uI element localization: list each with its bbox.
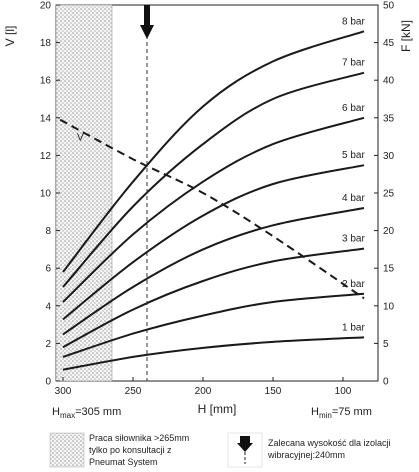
legend-arrow-line-2: wibracyjnej:240mm xyxy=(267,450,345,460)
h-max-label: Hmax=305 mm xyxy=(52,406,121,420)
y-right-tick-label: 30 xyxy=(383,151,395,162)
y-left-tick-label: 12 xyxy=(40,151,52,162)
force-curve-3-bar xyxy=(62,247,365,349)
force-curve-5-bar xyxy=(62,164,365,321)
force-curve-8-bar xyxy=(62,30,365,273)
legend-hatched-line-3: Pneumat System xyxy=(89,457,158,467)
legend-hatched-line-2: tylko po konsultacji z xyxy=(89,445,172,455)
y-right-tick-label: 15 xyxy=(383,264,395,275)
force-curve-4-bar xyxy=(62,207,365,336)
force-curve-label: 7 bar xyxy=(342,58,365,69)
legend-hatched-swatch xyxy=(49,432,85,468)
y-right-tick-label: 10 xyxy=(383,301,395,312)
y-right-tick-label: 40 xyxy=(383,76,395,87)
x-tick-label: 100 xyxy=(335,386,352,397)
force-curve-6-bar xyxy=(62,116,365,303)
force-curve-label: 5 bar xyxy=(342,150,365,161)
volume-dashed-curve xyxy=(59,118,365,300)
y-left-axis-label: V [l] xyxy=(3,26,17,47)
legend-arrow-icon xyxy=(237,436,253,452)
y-left-tick-label: 6 xyxy=(45,264,51,275)
volume-curve-label: V xyxy=(77,132,84,143)
volume-curve: V xyxy=(59,118,365,300)
x-tick-label: 200 xyxy=(195,386,212,397)
legend-arrow-box xyxy=(227,432,263,468)
force-curve-7-bar xyxy=(62,71,365,288)
recommended-height-arrow-icon xyxy=(140,5,154,39)
y-right-tick-label: 35 xyxy=(383,113,395,124)
y-left-tick-label: 4 xyxy=(45,301,51,312)
y-left-tick-label: 18 xyxy=(40,38,52,49)
y-right-tick-label: 5 xyxy=(383,339,389,350)
force-curves xyxy=(62,30,365,371)
y-left-tick-label: 0 xyxy=(45,377,51,388)
force-curve-label: 6 bar xyxy=(342,103,365,114)
curve-labels: 1 bar 2 bar 3 bar 4 bar 5 bar 6 bar 7 bar 8 bar xyxy=(342,16,365,333)
force-curve-label: 2 bar xyxy=(342,279,365,290)
y-right-tick-label: 45 xyxy=(383,38,395,49)
force-curve-label: 4 bar xyxy=(342,193,365,204)
x-axis-label: H [mm] xyxy=(198,402,237,416)
h-min-label: Hmin=75 mm xyxy=(311,406,372,420)
y-left-tick-label: 10 xyxy=(40,189,52,200)
y-left-tick-label: 16 xyxy=(40,76,52,87)
y-left-tick-label: 8 xyxy=(45,226,51,237)
left-axis-ticks: 0 2 4 6 8 10 12 14 16 18 20 xyxy=(40,1,60,388)
force-curve-label: 3 bar xyxy=(342,234,365,245)
legend-arrow-line-1: Zalecana wysokość dla izolacji xyxy=(268,438,391,448)
y-left-tick-label: 2 xyxy=(45,339,51,350)
y-right-tick-label: 50 xyxy=(383,1,395,12)
y-right-tick-label: 0 xyxy=(383,377,389,388)
x-tick-label: 150 xyxy=(265,386,282,397)
y-right-tick-label: 25 xyxy=(383,189,395,200)
force-curve-label: 1 bar xyxy=(342,322,365,333)
y-right-tick-label: 20 xyxy=(383,226,395,237)
force-curve-2-bar xyxy=(62,292,365,358)
x-tick-label: 250 xyxy=(125,386,142,397)
legend-hatched: Praca siłownika >265mm tylko po konsulta… xyxy=(49,432,189,468)
legend-arrow: Zalecana wysokość dla izolacji wibracyjn… xyxy=(227,432,391,468)
force-curve-1-bar xyxy=(62,336,365,371)
x-axis-ticks: 300 250 200 150 100 xyxy=(55,377,352,397)
y-left-tick-label: 20 xyxy=(40,1,52,12)
y-left-tick-label: 14 xyxy=(40,113,52,124)
right-axis-ticks: 0 5 10 15 20 25 30 35 40 45 50 xyxy=(374,1,395,388)
force-curve-label: 8 bar xyxy=(342,16,365,27)
x-tick-label: 300 xyxy=(55,386,72,397)
legend-hatched-line-1: Praca siłownika >265mm xyxy=(89,433,189,443)
y-right-axis-label: F [kN] xyxy=(399,20,413,52)
recommended-height-marker xyxy=(140,5,154,381)
